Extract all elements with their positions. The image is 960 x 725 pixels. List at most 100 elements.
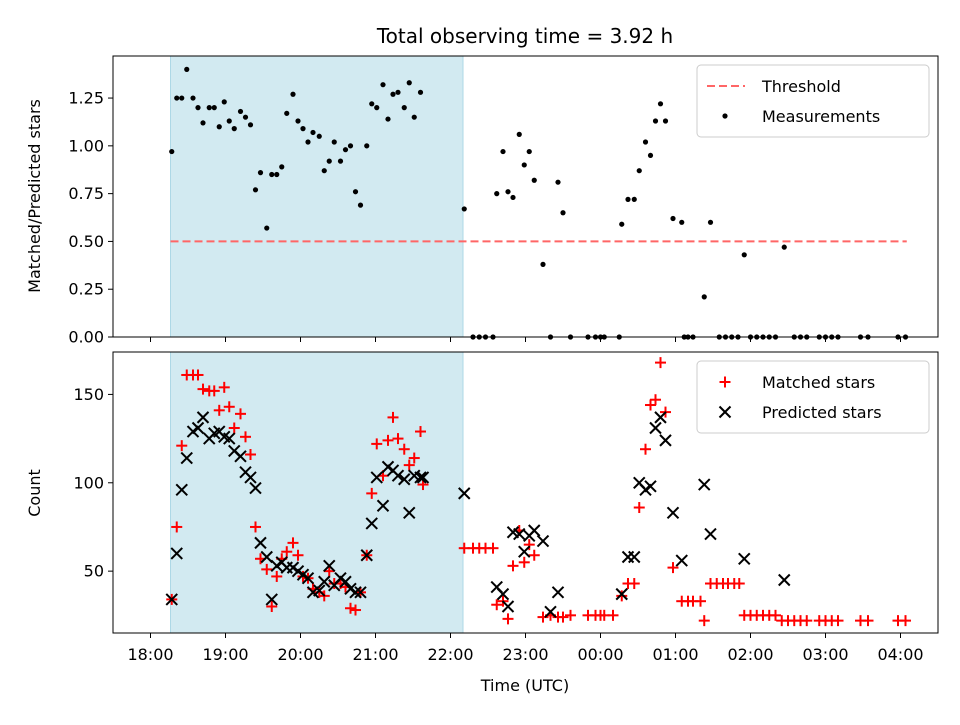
predicted-star-point — [416, 471, 430, 484]
matched-star-point — [218, 381, 230, 393]
measurement-point — [369, 101, 375, 107]
predicted-star-point — [354, 586, 367, 599]
legend-predicted-swatch-b — [718, 405, 732, 419]
predicted-star-point — [260, 550, 273, 564]
matched-star-point — [271, 570, 283, 582]
measurement-point — [631, 196, 637, 202]
legend: Matched stars Predicted stars — [696, 360, 930, 434]
predicted-star-stroke-b — [644, 480, 657, 493]
measurement-point — [380, 82, 386, 88]
measurement-point — [505, 189, 511, 195]
measurement-point — [701, 294, 707, 300]
measurement-point — [781, 244, 787, 250]
measurement-point — [264, 225, 270, 231]
predicted-star-point — [360, 549, 373, 562]
matched-star-point — [565, 609, 576, 621]
predicted-star-stroke-b — [615, 587, 628, 601]
measurement-point — [625, 196, 631, 202]
measurement-point — [679, 219, 685, 225]
predicted-star-stroke-b — [416, 471, 430, 484]
x-tick-label: 02:00 — [727, 645, 773, 664]
measurement-point — [300, 126, 306, 132]
measurement-point — [237, 108, 244, 115]
predicted-star-stroke-b — [414, 471, 427, 484]
measurement-point — [321, 168, 327, 174]
predicted-star-stroke-b — [458, 487, 471, 500]
predicted-star-stroke-b — [506, 526, 520, 539]
predicted-star-stroke-b — [704, 527, 717, 541]
matched-star-point — [392, 433, 404, 445]
matched-star-point — [667, 562, 679, 574]
matched-star-point — [487, 542, 499, 554]
predicted-star-point — [654, 411, 667, 424]
matched-star-point — [261, 563, 273, 575]
predicted-star-stroke-b — [228, 444, 241, 458]
predicted-star-point — [738, 552, 751, 565]
matched-star-point — [900, 615, 911, 627]
matched-star-point — [698, 615, 710, 627]
measurement-point — [279, 164, 285, 170]
matched-star-point — [607, 609, 619, 621]
matched-star-point — [502, 613, 514, 625]
measurement-point — [670, 215, 676, 222]
predicted-star-stroke-b — [170, 547, 183, 560]
y-tick-label: 0.00 — [68, 328, 104, 347]
matched-star-point — [266, 600, 278, 612]
predicted-star-stroke-b — [360, 549, 373, 562]
chart-title: Total observing time = 3.92 h — [376, 24, 673, 48]
matched-star-point — [281, 546, 293, 558]
predicted-star-stroke-b — [218, 430, 231, 444]
predicted-star-stroke-b — [370, 471, 383, 484]
predicted-star-stroke-b — [654, 411, 667, 424]
x-tick-label: 22:00 — [427, 645, 473, 664]
matched-star-point — [628, 578, 640, 590]
matched-star-point — [507, 560, 519, 572]
legend-label: Predicted stars — [762, 403, 882, 422]
x-tick-label: 21:00 — [352, 645, 398, 664]
predicted-star-point — [180, 451, 193, 465]
y-tick-label: 100 — [73, 473, 104, 492]
predicted-star-stroke-b — [518, 545, 531, 558]
measurement-point — [305, 139, 311, 145]
matched-star-point — [208, 385, 220, 397]
predicted-star-point — [318, 575, 331, 588]
bottom-y-axis-label: Count — [25, 469, 44, 517]
predicted-star-point — [249, 481, 262, 495]
measurement-point — [200, 120, 206, 126]
x-tick-label: 00:00 — [577, 645, 623, 664]
predicted-star-stroke-b — [778, 573, 791, 587]
matched-star-point — [862, 615, 874, 627]
measurement-point — [741, 252, 747, 258]
matched-star-point — [523, 539, 535, 551]
measurement-point — [331, 139, 337, 145]
legend-label: Measurements — [762, 107, 880, 126]
predicted-star-stroke-b — [666, 506, 680, 520]
x-axis-label: Time (UTC) — [480, 676, 569, 695]
predicted-star-stroke-b — [536, 534, 550, 548]
predicted-star-stroke-b — [391, 469, 405, 482]
predicted-star-point — [349, 586, 362, 599]
matched-star-point — [640, 443, 651, 455]
predicted-star-point — [698, 478, 711, 491]
predicted-star-stroke-b — [286, 561, 300, 574]
predicted-star-stroke-b — [334, 572, 347, 585]
predicted-star-point — [659, 434, 672, 447]
predicted-star-stroke-b — [301, 572, 315, 585]
predicted-star-point — [513, 527, 526, 541]
y-tick-label: 0.50 — [68, 232, 104, 251]
observing-window-shade — [170, 351, 464, 634]
matched-star-point — [350, 604, 361, 616]
x-tick-label: 23:00 — [502, 645, 548, 664]
measurement-point — [184, 66, 190, 72]
measurement-point — [337, 158, 344, 164]
measurement-point — [190, 95, 196, 101]
predicted-star-point — [313, 584, 326, 597]
measurement-point — [526, 148, 532, 155]
predicted-star-stroke-b — [196, 411, 210, 424]
measurement-point — [269, 171, 275, 178]
measurement-point — [619, 221, 625, 227]
matched-star-point — [371, 438, 383, 450]
measurement-point — [247, 122, 254, 128]
predicted-star-stroke-b — [296, 568, 310, 581]
predicted-star-stroke-b — [265, 593, 278, 606]
